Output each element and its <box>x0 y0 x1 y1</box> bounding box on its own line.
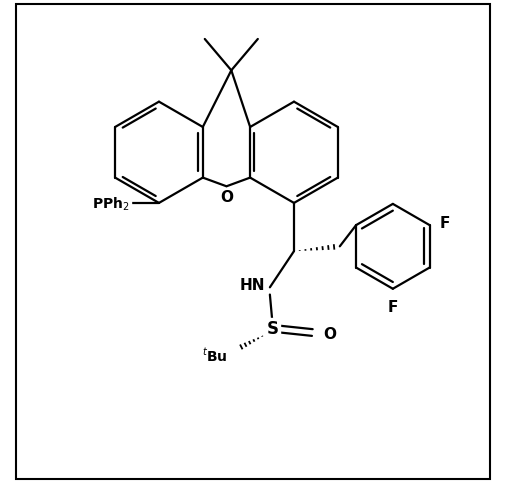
Text: PPh$_2$: PPh$_2$ <box>92 195 130 212</box>
Text: O: O <box>220 189 232 204</box>
Text: S: S <box>266 319 278 338</box>
Text: $^t$Bu: $^t$Bu <box>201 347 227 364</box>
Text: HN: HN <box>239 278 265 293</box>
Text: F: F <box>387 300 397 315</box>
Text: O: O <box>322 326 335 341</box>
Text: F: F <box>438 216 449 231</box>
